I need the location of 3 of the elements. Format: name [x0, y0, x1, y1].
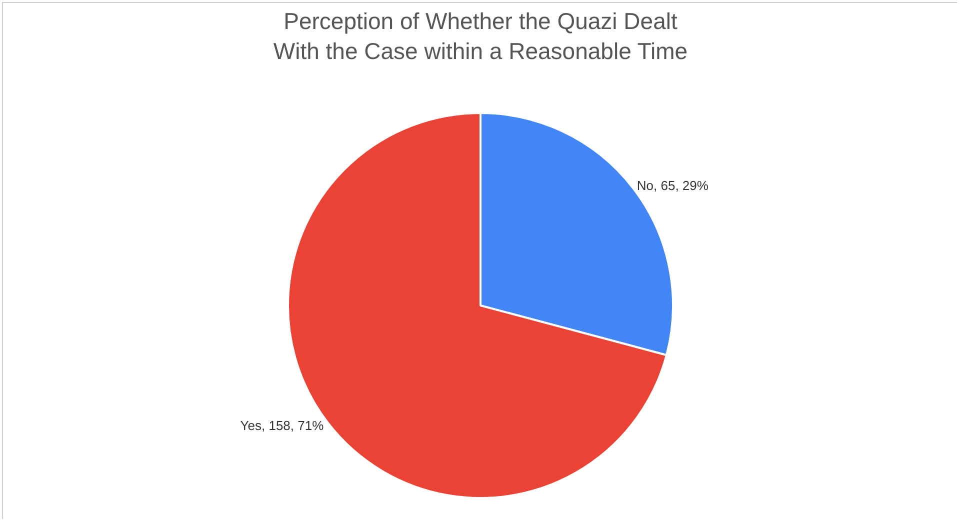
- slice-label: Yes, 158, 71%: [240, 418, 324, 434]
- slice-label: No, 65, 29%: [636, 178, 709, 193]
- chart-title: Perception of Whether the Quazi Dealt With the Case within a Reasonable Time: [273, 8, 688, 64]
